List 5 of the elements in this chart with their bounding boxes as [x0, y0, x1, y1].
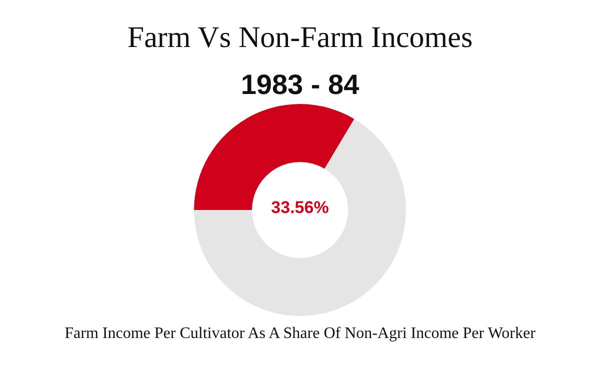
donut-slice [194, 118, 406, 316]
chart-title: Farm Vs Non-Farm Incomes [127, 21, 473, 54]
data-label: 33.56% [271, 198, 329, 217]
chart-subtitle: 1983 - 84 [240, 69, 360, 100]
text: Farm Income Per Cultivator As A Share Of Non-Agri Income Per Worker [64, 325, 536, 342]
